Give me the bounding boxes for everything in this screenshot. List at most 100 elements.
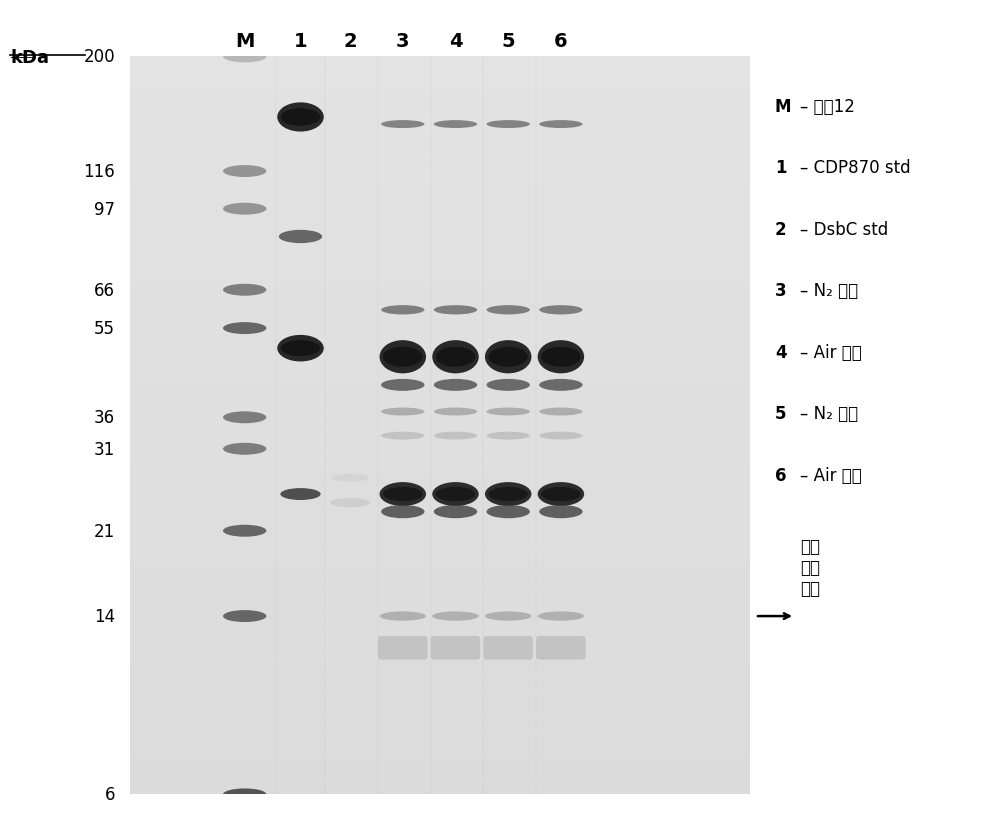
Ellipse shape <box>541 347 581 367</box>
Ellipse shape <box>330 499 370 508</box>
Text: – N₂ 嘆射: – N₂ 嘆射 <box>800 405 858 423</box>
Ellipse shape <box>432 341 479 374</box>
Text: 6: 6 <box>104 785 115 803</box>
Ellipse shape <box>223 284 266 296</box>
Ellipse shape <box>485 612 531 621</box>
Ellipse shape <box>434 305 477 315</box>
Ellipse shape <box>434 432 477 440</box>
Ellipse shape <box>381 408 424 416</box>
Text: 2: 2 <box>343 32 357 51</box>
Ellipse shape <box>538 482 584 506</box>
Ellipse shape <box>281 109 320 127</box>
Text: 116: 116 <box>83 163 115 181</box>
Text: 6: 6 <box>775 466 786 484</box>
Ellipse shape <box>538 612 584 621</box>
Text: – N₂ 覆盖: – N₂ 覆盖 <box>800 282 858 300</box>
Text: – Air 嘆射: – Air 嘆射 <box>800 466 862 484</box>
Text: 3: 3 <box>775 282 787 300</box>
Ellipse shape <box>332 474 369 482</box>
Text: M: M <box>775 97 792 115</box>
Text: 1: 1 <box>775 159 786 177</box>
Ellipse shape <box>223 203 266 215</box>
Text: – 标记12: – 标记12 <box>800 97 855 115</box>
Ellipse shape <box>223 412 266 423</box>
Ellipse shape <box>381 505 424 518</box>
Ellipse shape <box>539 121 583 129</box>
Ellipse shape <box>434 408 477 416</box>
Text: 66: 66 <box>94 282 115 300</box>
Text: – Air 覆盖: – Air 覆盖 <box>800 343 862 361</box>
Ellipse shape <box>380 612 426 621</box>
Ellipse shape <box>485 482 531 506</box>
Text: 4: 4 <box>449 32 462 51</box>
Ellipse shape <box>436 347 475 367</box>
Ellipse shape <box>381 305 424 315</box>
Ellipse shape <box>486 121 530 129</box>
Text: 3: 3 <box>396 32 410 51</box>
Text: 36: 36 <box>94 409 115 427</box>
Text: 5: 5 <box>501 32 515 51</box>
FancyBboxPatch shape <box>483 636 533 660</box>
Ellipse shape <box>432 482 479 506</box>
Ellipse shape <box>223 525 266 537</box>
Ellipse shape <box>486 305 530 315</box>
Text: 4: 4 <box>775 343 787 361</box>
Ellipse shape <box>488 347 528 367</box>
Ellipse shape <box>223 323 266 335</box>
Ellipse shape <box>486 505 530 518</box>
Text: 2: 2 <box>775 220 787 238</box>
Ellipse shape <box>383 347 423 367</box>
Text: 14: 14 <box>94 608 115 626</box>
Ellipse shape <box>434 505 477 518</box>
Text: – CDP870 std: – CDP870 std <box>800 159 911 177</box>
FancyBboxPatch shape <box>431 636 480 660</box>
Ellipse shape <box>383 487 423 501</box>
Ellipse shape <box>281 341 320 357</box>
Ellipse shape <box>277 103 324 133</box>
Ellipse shape <box>538 341 584 374</box>
Ellipse shape <box>539 408 583 416</box>
Ellipse shape <box>223 52 266 63</box>
Text: 21: 21 <box>94 522 115 540</box>
Ellipse shape <box>539 305 583 315</box>
Ellipse shape <box>436 487 475 501</box>
Ellipse shape <box>380 341 426 374</box>
Ellipse shape <box>280 488 321 500</box>
Ellipse shape <box>432 612 479 621</box>
Ellipse shape <box>223 443 266 455</box>
Ellipse shape <box>223 610 266 622</box>
Ellipse shape <box>434 121 477 129</box>
Text: 5: 5 <box>775 405 786 423</box>
Text: 产物
相关
杂质: 产物 相关 杂质 <box>800 537 820 597</box>
Ellipse shape <box>381 121 424 129</box>
Ellipse shape <box>539 432 583 440</box>
Ellipse shape <box>223 789 266 800</box>
Text: – DsbC std: – DsbC std <box>800 220 888 238</box>
Text: 31: 31 <box>94 441 115 458</box>
Text: 1: 1 <box>294 32 307 51</box>
Ellipse shape <box>279 231 322 244</box>
Ellipse shape <box>486 432 530 440</box>
Text: kDa: kDa <box>10 49 49 67</box>
Ellipse shape <box>434 379 477 391</box>
Ellipse shape <box>539 505 583 518</box>
Text: 55: 55 <box>94 319 115 337</box>
FancyBboxPatch shape <box>536 636 586 660</box>
Text: ────: ──── <box>10 53 34 63</box>
Ellipse shape <box>486 408 530 416</box>
Ellipse shape <box>541 487 581 501</box>
Ellipse shape <box>488 487 528 501</box>
FancyBboxPatch shape <box>378 636 428 660</box>
Text: 200: 200 <box>83 48 115 66</box>
Ellipse shape <box>277 336 324 362</box>
Text: 97: 97 <box>94 201 115 219</box>
Ellipse shape <box>381 379 424 391</box>
Text: 6: 6 <box>554 32 568 51</box>
Ellipse shape <box>381 432 424 440</box>
Ellipse shape <box>486 379 530 391</box>
Ellipse shape <box>485 341 531 374</box>
Ellipse shape <box>539 379 583 391</box>
Ellipse shape <box>223 166 266 178</box>
Ellipse shape <box>380 482 426 506</box>
Text: M: M <box>235 32 254 51</box>
